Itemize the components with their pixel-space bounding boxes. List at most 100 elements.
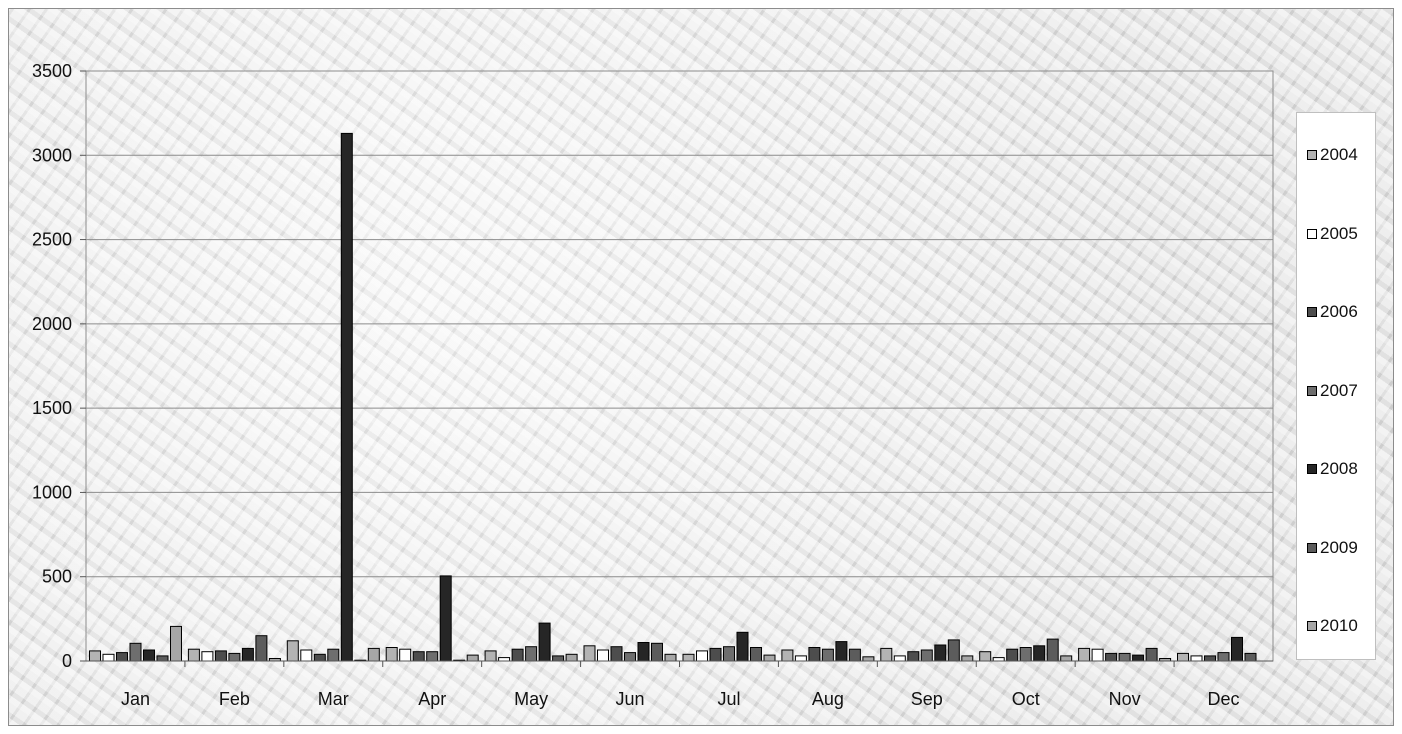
bar-2004-jun [583, 645, 596, 662]
bar-2006-jul [709, 647, 722, 662]
x-tick-label-aug: Aug [812, 689, 844, 709]
bar-2009-jan [156, 655, 169, 662]
bar-2009-sep [947, 639, 960, 662]
y-tick-label: 2500 [32, 230, 72, 250]
bar-2008-may [538, 622, 551, 662]
bar-2010-jun [664, 653, 677, 662]
legend-label: 2008 [1320, 459, 1358, 478]
bar-2005-mar [300, 649, 313, 662]
legend-item-2010: 2010 [1307, 616, 1358, 636]
y-axis: 0 500 1000 1500 2000 2500 3000 3500 [32, 61, 86, 671]
bar-2007-apr [426, 651, 439, 662]
legend-item-2007: 2007 [1307, 381, 1358, 401]
bar-2006-jan [116, 652, 128, 662]
x-tick-label-jul: Jul [717, 689, 740, 709]
legend-swatch [1307, 542, 1317, 553]
bar-2008-jul [736, 631, 749, 662]
bar-2008-jan [143, 649, 155, 662]
bar-2004-jan [89, 650, 101, 662]
bar-2010-sep [961, 655, 974, 662]
legend-item-2006: 2006 [1307, 302, 1358, 322]
y-tick-label: 0 [62, 651, 72, 671]
x-tick-label-feb: Feb [219, 689, 250, 709]
bar-2008-feb [241, 647, 254, 662]
bar-2006-aug [808, 647, 821, 662]
bar-2006-mar [313, 653, 326, 662]
bar-2007-aug [821, 648, 834, 662]
bar-2005-oct [992, 657, 1005, 662]
bar-2004-feb [187, 648, 200, 662]
bar-2010-aug [862, 656, 875, 662]
bars [89, 132, 1257, 662]
legend-label: 2006 [1320, 302, 1358, 321]
bar-2007-jan [129, 642, 142, 662]
bar-2007-jul [723, 646, 735, 662]
bar-2006-feb [214, 650, 227, 662]
bar-2009-oct [1046, 638, 1059, 662]
bar-2008-dec [1231, 636, 1243, 662]
bar-2004-apr [385, 647, 398, 662]
x-tick-label-oct: Oct [1012, 689, 1040, 709]
bar-2008-oct [1033, 645, 1046, 662]
y-tick-label: 500 [42, 567, 72, 587]
plot-area-border [85, 70, 1274, 662]
x-tick-label-may: May [514, 689, 548, 709]
bar-2005-dec [1190, 655, 1203, 662]
legend-swatch [1307, 228, 1317, 239]
legend-swatch [1307, 621, 1317, 631]
bar-2004-may [484, 650, 497, 662]
x-axis: Jan Feb Mar Apr May Jun Jul Aug Sep Oct Nov Dec [86, 660, 1273, 709]
x-tick-label-dec: Dec [1208, 689, 1240, 709]
bar-2007-nov [1118, 652, 1131, 662]
bar-2005-feb [201, 651, 214, 662]
x-tick-label-mar: Mar [318, 689, 349, 709]
bar-2005-jun [597, 649, 609, 662]
x-tick-label-apr: Apr [418, 689, 446, 709]
bar-2007-dec [1217, 652, 1230, 662]
bar-2006-apr [412, 651, 425, 662]
legend-label: 2009 [1320, 537, 1358, 557]
bar-2004-jul [682, 653, 695, 662]
bar-2010-oct [1060, 655, 1073, 662]
bar-2006-nov [1105, 652, 1118, 662]
legend-label: 2010 [1320, 616, 1358, 635]
y-tick-label: 1500 [32, 398, 72, 418]
bar-2008-mar [340, 132, 353, 662]
bar-2008-jun [637, 642, 650, 662]
bar-2007-mar [327, 648, 340, 662]
bar-2010-apr [466, 654, 479, 662]
bar-2005-aug [794, 655, 807, 662]
bar-2009-nov [1145, 647, 1158, 662]
bar-2004-sep [880, 647, 893, 662]
bar-2010-may [565, 653, 578, 662]
bar-2006-jun [610, 646, 623, 662]
x-tick-label-jun: Jun [616, 689, 645, 709]
bar-2004-mar [286, 640, 299, 662]
bar-2009-aug [848, 648, 861, 662]
bar-2004-nov [1078, 647, 1091, 662]
bar-2004-oct [979, 651, 992, 662]
y-tick-label: 1000 [32, 482, 72, 502]
legend-item-2004: 2004 [1307, 145, 1358, 165]
x-tick-label-jan: Jan [121, 689, 150, 709]
x-tick-label-sep: Sep [911, 689, 943, 709]
bar-2008-aug [835, 641, 848, 662]
bar-2007-feb [228, 652, 241, 662]
legend-swatch [1307, 150, 1317, 160]
legend-swatch [1307, 385, 1317, 396]
bar-2010-jul [763, 654, 776, 662]
legend-label: 2005 [1320, 223, 1358, 243]
bar-2006-oct [1006, 648, 1019, 662]
bar-2004-aug [781, 649, 794, 662]
x-tick-label-nov: Nov [1109, 689, 1141, 709]
bar-2010-jan [170, 625, 182, 662]
legend-label: 2007 [1320, 380, 1358, 400]
bar-2009-may [552, 655, 565, 662]
bar-2005-nov [1091, 648, 1104, 662]
legend-item-2009: 2009 [1307, 538, 1358, 558]
bar-2009-jul [750, 647, 762, 662]
bar-2010-mar [367, 647, 380, 662]
bar-2006-may [511, 648, 524, 662]
bar-2006-sep [907, 651, 920, 662]
